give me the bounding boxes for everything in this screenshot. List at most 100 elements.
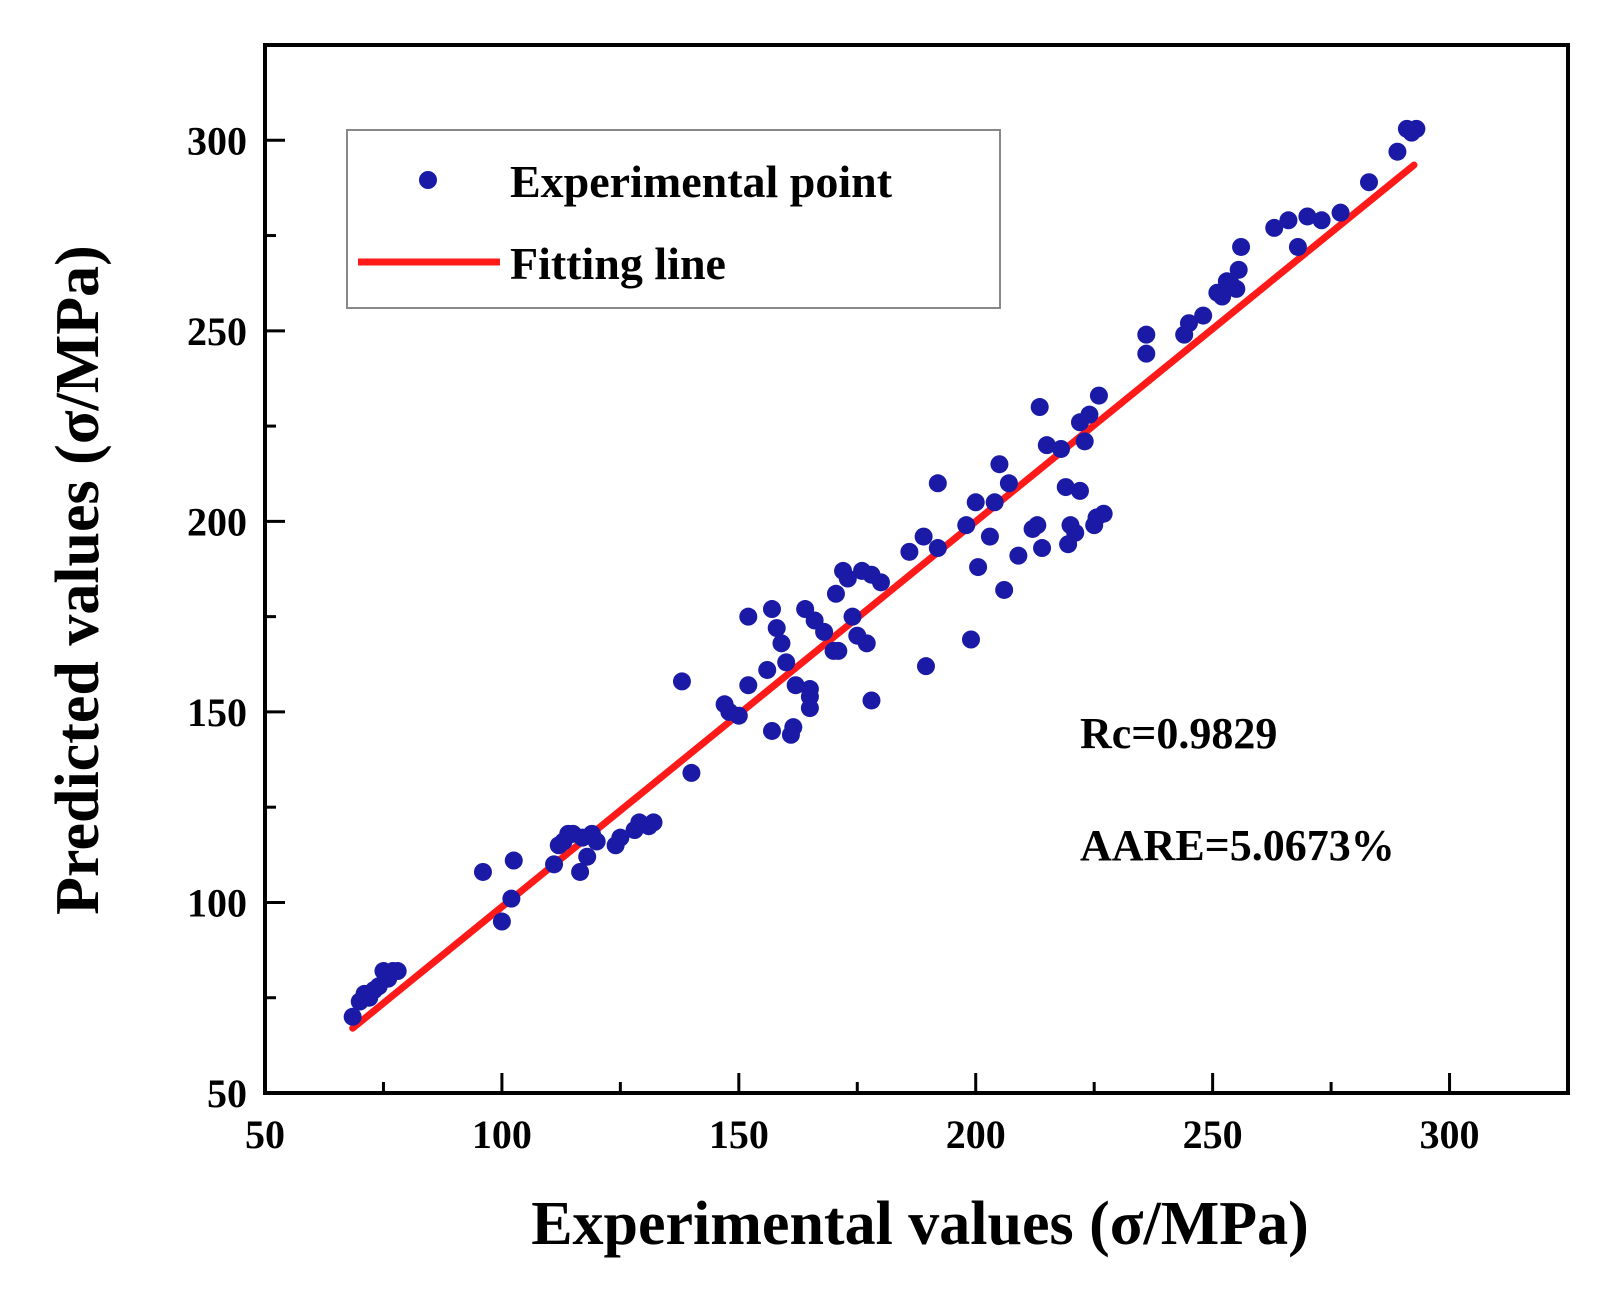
data-point [1388, 142, 1407, 161]
data-point [682, 763, 701, 782]
legend-label-experimental-point: Experimental point [510, 156, 893, 207]
y-tick-label: 100 [187, 880, 247, 925]
fitting-line [349, 161, 1418, 1032]
x-axis-title: Experimental values (σ/MPa) [531, 1190, 1309, 1258]
data-point [388, 962, 407, 981]
data-point [772, 634, 791, 653]
annotation-aare: AARE=5.0673% [1080, 821, 1395, 870]
data-point [1094, 504, 1113, 523]
data-point [1033, 539, 1052, 558]
x-tick-label: 200 [946, 1112, 1006, 1157]
data-point [1312, 211, 1331, 230]
scatter-points-layer [343, 119, 1426, 1026]
data-point [999, 474, 1018, 493]
data-point [1407, 119, 1426, 138]
data-point [1232, 237, 1251, 256]
legend: Experimental point Fitting line [346, 129, 1001, 309]
data-point [871, 573, 890, 592]
data-point [961, 630, 980, 649]
data-point [762, 600, 781, 619]
data-point [1070, 481, 1089, 500]
data-point [1194, 306, 1213, 325]
y-tick-label: 250 [187, 309, 247, 354]
data-point [862, 691, 881, 710]
data-point [957, 516, 976, 535]
data-point [1052, 439, 1071, 458]
data-point [838, 569, 857, 588]
data-point [473, 862, 492, 881]
data-point [928, 474, 947, 493]
data-point [1265, 218, 1284, 237]
y-tick-label: 150 [187, 690, 247, 735]
x-tick-label: 150 [709, 1112, 769, 1157]
data-point [1056, 478, 1075, 497]
x-tick-label: 300 [1420, 1112, 1480, 1157]
data-point [815, 622, 834, 641]
data-point [571, 862, 590, 881]
data-point [1288, 237, 1307, 256]
data-point [916, 657, 935, 676]
data-point [1009, 546, 1028, 565]
data-point [587, 832, 606, 851]
data-point [995, 580, 1014, 599]
data-point [784, 718, 803, 737]
data-point [826, 584, 845, 603]
data-point [980, 527, 999, 546]
data-point [1028, 516, 1047, 535]
data-point [644, 813, 663, 832]
data-point [504, 851, 523, 870]
data-point [1359, 173, 1378, 192]
data-point [966, 493, 985, 512]
data-point [767, 619, 786, 638]
data-point [545, 855, 564, 874]
data-point [1137, 344, 1156, 363]
data-point [739, 607, 758, 626]
data-point [1137, 325, 1156, 344]
data-point [914, 527, 933, 546]
data-point [739, 676, 758, 695]
data-point [1179, 314, 1198, 333]
data-point [900, 542, 919, 561]
data-point [800, 687, 819, 706]
data-point [969, 558, 988, 577]
plot-frame [263, 43, 1570, 1095]
tick-labels: 50 100 150 200 250 300 50 100 150 200 250 300 [187, 118, 1480, 1157]
data-point [729, 706, 748, 725]
data-point [777, 653, 796, 672]
data-point [578, 847, 597, 866]
data-point [928, 539, 947, 558]
y-tick-label: 200 [187, 499, 247, 544]
data-point [343, 1007, 362, 1026]
data-point [990, 455, 1009, 474]
data-point [758, 660, 777, 679]
data-point [1331, 203, 1350, 222]
fitting-line-layer [349, 161, 1418, 1032]
data-point [1227, 279, 1246, 298]
legend-label-fitting-line: Fitting line [510, 238, 726, 289]
data-point [672, 672, 691, 691]
data-point [843, 607, 862, 626]
data-point [1298, 207, 1317, 226]
data-point [1075, 432, 1094, 451]
data-point [1279, 211, 1298, 230]
y-tick-label: 50 [207, 1071, 247, 1116]
data-point [611, 828, 630, 847]
y-tick-label: 300 [187, 118, 247, 163]
data-point [1030, 398, 1049, 417]
x-tick-label: 50 [245, 1112, 285, 1157]
y-axis-title: Predicted values (σ/MPa) [44, 245, 112, 915]
data-point [1229, 260, 1248, 279]
data-point [1089, 386, 1108, 405]
data-point [492, 912, 511, 931]
data-point [786, 676, 805, 695]
legend-box [346, 129, 1001, 309]
data-point [829, 641, 848, 660]
annotation-rc: Rc=0.9829 [1080, 709, 1277, 758]
data-point [1080, 405, 1099, 424]
x-tick-label: 250 [1183, 1112, 1243, 1157]
legend-point-marker [419, 171, 437, 189]
data-point [1066, 523, 1085, 542]
data-point [502, 889, 521, 908]
data-point [1037, 436, 1056, 455]
